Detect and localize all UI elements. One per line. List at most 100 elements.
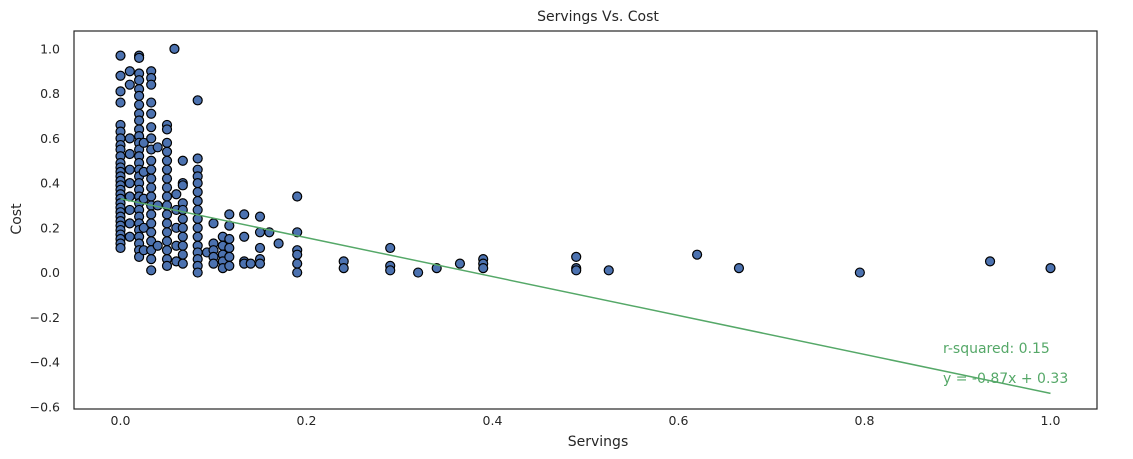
data-point <box>161 182 173 193</box>
data-point <box>171 189 182 200</box>
data-point <box>161 173 173 184</box>
data-point <box>177 155 188 166</box>
data-point <box>239 209 250 220</box>
data-point <box>134 75 145 86</box>
data-point <box>115 242 126 254</box>
data-point <box>134 90 145 101</box>
y-tick-label: 0.6 <box>40 131 60 146</box>
data-point <box>1045 262 1056 274</box>
data-point <box>124 204 135 216</box>
data-point <box>224 251 235 263</box>
data-point <box>146 227 157 238</box>
data-point <box>146 254 157 265</box>
y-axis-label: Cost <box>9 203 25 235</box>
data-point <box>138 222 149 233</box>
chart-title: Servings Vs. Cost <box>537 9 659 25</box>
data-point <box>254 242 266 254</box>
data-point <box>603 265 614 276</box>
data-point <box>224 233 235 245</box>
data-point <box>115 70 126 81</box>
data-point <box>152 142 163 153</box>
y-tick-label: −0.2 <box>30 310 60 325</box>
data-point <box>124 177 135 189</box>
data-point <box>192 177 203 189</box>
data-point <box>571 265 582 276</box>
y-tick-label: 0.0 <box>40 265 60 280</box>
data-point <box>177 222 188 233</box>
data-point <box>854 267 865 278</box>
data-point <box>161 191 173 202</box>
data-point <box>208 258 219 269</box>
x-tick-label: 0.2 <box>297 413 317 428</box>
data-point <box>292 249 303 260</box>
equation-annotation: y = -0.87x + 0.33 <box>943 371 1068 387</box>
data-point <box>146 209 157 220</box>
data-point <box>124 164 135 175</box>
data-point <box>177 240 188 251</box>
data-point <box>124 148 135 160</box>
data-point <box>124 66 135 77</box>
data-point <box>224 260 235 271</box>
data-point <box>146 218 157 229</box>
data-point <box>146 155 157 166</box>
data-point <box>273 238 284 249</box>
data-point <box>292 258 303 269</box>
data-point <box>146 133 157 144</box>
data-point <box>146 173 157 184</box>
y-tick-labels: −0.6 −0.4 −0.2 0.0 0.2 0.4 0.6 0.8 1.0 <box>30 41 60 414</box>
data-point <box>454 258 466 269</box>
data-point <box>984 256 996 267</box>
data-point <box>254 211 266 222</box>
x-tick-labels: 0.0 0.2 0.4 0.6 0.8 1.0 <box>111 413 1061 428</box>
data-point <box>161 209 173 220</box>
x-tick-label: 1.0 <box>1041 413 1061 428</box>
data-point <box>192 267 203 278</box>
data-point <box>254 258 266 269</box>
data-point <box>733 262 745 274</box>
x-tick-label: 0.8 <box>855 413 875 428</box>
data-point <box>161 155 173 166</box>
data-point <box>224 209 235 220</box>
data-point <box>161 124 173 135</box>
data-point <box>115 50 126 61</box>
data-point <box>146 79 157 90</box>
data-point <box>161 260 173 271</box>
data-point <box>169 43 180 54</box>
data-point <box>177 258 188 269</box>
data-point <box>192 95 203 106</box>
data-point <box>161 218 173 229</box>
data-point <box>115 97 126 108</box>
r-squared-annotation: r-squared: 0.15 <box>943 341 1050 357</box>
data-point <box>161 245 173 256</box>
data-point <box>385 265 396 276</box>
data-point <box>224 242 235 254</box>
data-point <box>177 180 188 191</box>
data-point <box>177 231 188 242</box>
data-point <box>161 227 173 238</box>
data-point <box>115 86 126 97</box>
data-point <box>292 191 303 202</box>
data-point <box>192 186 203 198</box>
data-points <box>115 43 1056 278</box>
data-point <box>124 133 135 144</box>
data-point <box>146 265 157 276</box>
data-point <box>146 182 157 193</box>
data-point <box>478 262 489 274</box>
data-point <box>146 122 157 133</box>
data-point <box>338 262 349 274</box>
data-point <box>146 164 157 175</box>
data-point <box>161 146 173 157</box>
data-point <box>192 195 203 207</box>
data-point <box>571 251 582 263</box>
data-point <box>192 222 203 233</box>
data-point <box>177 213 188 224</box>
data-point <box>239 231 250 242</box>
data-point <box>134 52 145 63</box>
regression-line <box>120 198 1051 395</box>
data-point <box>413 267 424 278</box>
data-point <box>385 242 396 254</box>
x-tick-label: 0.4 <box>483 413 503 428</box>
data-point <box>124 218 135 229</box>
data-point <box>146 97 157 108</box>
